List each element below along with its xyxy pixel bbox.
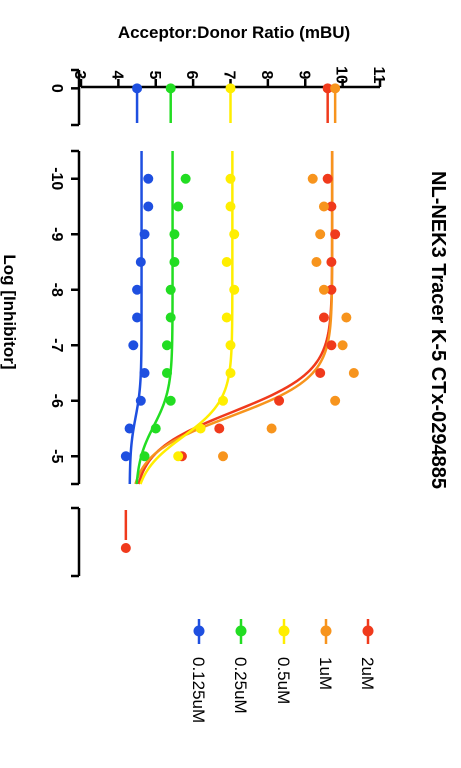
x-tick-label: -7 (48, 338, 65, 352)
data-point (337, 340, 348, 351)
data-points (120, 83, 359, 553)
data-point (326, 257, 337, 267)
data-point (326, 340, 337, 351)
legend-marker (278, 625, 290, 637)
data-point (218, 451, 229, 462)
data-point (311, 257, 322, 267)
x-tick-label: -9 (48, 227, 65, 241)
y-tick-label: 10 (333, 66, 350, 84)
data-point (221, 257, 232, 267)
chart-title: NL-NEK3 Tracer K-5 CTx-0294885 (427, 171, 449, 489)
data-point (225, 368, 236, 378)
data-point (139, 451, 150, 462)
data-point (330, 395, 341, 406)
fit-curves (124, 88, 337, 540)
data-point (348, 368, 359, 378)
data-point (180, 173, 191, 184)
data-point (221, 312, 232, 323)
x-axis-label: Log [Inhibitor] (0, 254, 19, 369)
legend-marker (320, 625, 332, 637)
legend-label: 0.125uM (189, 657, 208, 723)
fit-curve (139, 151, 234, 485)
data-point (225, 201, 236, 212)
data-point (330, 83, 341, 94)
legend-marker (362, 625, 374, 637)
data-point (161, 368, 172, 378)
x-tick-label: -5 (48, 449, 65, 463)
legend-label: 1uM (316, 657, 335, 690)
data-point (266, 423, 277, 434)
data-point (315, 229, 326, 240)
data-point (169, 257, 180, 267)
y-tick-label: 5 (146, 71, 163, 80)
data-point (225, 340, 236, 351)
y-tick-label: 6 (183, 71, 200, 80)
data-point (322, 173, 333, 184)
data-point (165, 284, 176, 295)
data-point (330, 229, 341, 240)
data-point (322, 83, 333, 94)
x-tick-label: -8 (48, 283, 65, 297)
legend-marker (193, 625, 205, 637)
data-point (173, 451, 184, 462)
legend-label: 2uM (358, 657, 377, 690)
y-tick-label: 8 (258, 71, 275, 80)
x-tick-label: -6 (48, 394, 65, 408)
data-point (139, 368, 150, 378)
data-point (326, 201, 337, 212)
legend-label: 0.5uM (274, 657, 293, 704)
data-point (132, 312, 143, 323)
data-point (315, 368, 326, 378)
data-point (225, 173, 236, 184)
data-point (229, 284, 240, 295)
data-point (150, 423, 161, 434)
data-point (135, 257, 146, 267)
data-point (143, 173, 154, 184)
data-point (195, 423, 206, 434)
data-point (124, 423, 135, 434)
data-point (120, 543, 131, 553)
data-point (139, 229, 150, 240)
data-point (120, 451, 131, 462)
data-point (173, 201, 184, 212)
data-point (135, 395, 146, 406)
fit-curve (134, 151, 334, 485)
data-point (165, 395, 176, 406)
data-point (318, 284, 329, 295)
data-point (169, 229, 180, 240)
y-tick-label: 7 (221, 71, 238, 80)
y-tick-label: 4 (108, 71, 125, 80)
data-point (218, 395, 229, 406)
x-tick-label: 0 (48, 84, 65, 93)
data-point (341, 312, 352, 323)
data-point (161, 340, 172, 351)
data-point (132, 284, 143, 295)
x-axis: 0 -10 -9 -8 -7 -6 -5 (48, 68, 81, 578)
data-point (132, 83, 143, 94)
data-point (128, 340, 139, 351)
y-tick-label: 11 (370, 67, 387, 84)
y-axis-label: Acceptor:Donor Ratio (mBU) (118, 23, 350, 42)
data-point (318, 312, 329, 323)
data-point (326, 284, 337, 295)
legend-marker (235, 625, 247, 637)
data-point (143, 201, 154, 212)
data-point (307, 173, 318, 184)
legend-label: 0.25uM (231, 657, 250, 714)
y-tick-label: 9 (295, 71, 312, 80)
data-point (318, 201, 329, 212)
data-point (214, 423, 225, 434)
data-point (229, 229, 240, 240)
data-point (165, 83, 176, 94)
data-point (274, 395, 285, 406)
data-point (165, 312, 176, 323)
legend: 2uM 1uM 0.5uM 0.25uM 0.125uM (189, 619, 377, 723)
x-tick-label: -10 (48, 167, 65, 190)
data-point (225, 83, 236, 94)
